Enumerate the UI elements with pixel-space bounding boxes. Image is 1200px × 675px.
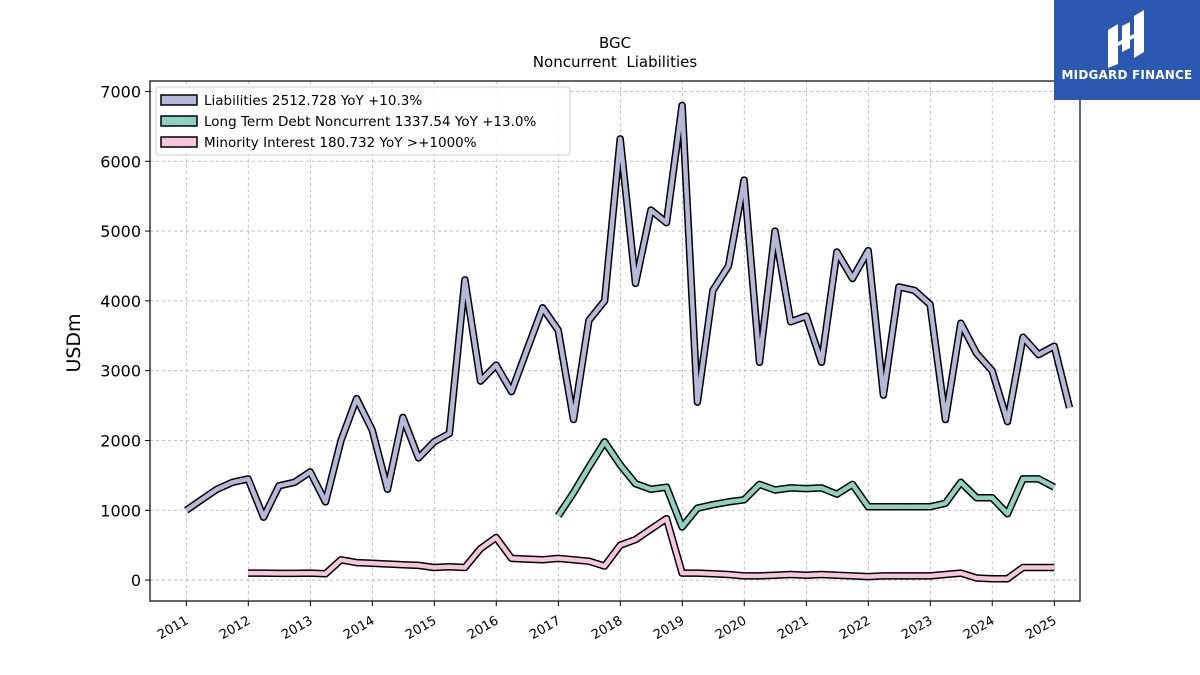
chart-subtitle: Noncurrent Liabilities <box>533 53 698 71</box>
legend-entry-label: Long Term Debt Noncurrent 1337.54 YoY +1… <box>204 114 536 130</box>
y-axis-ticks: 0 1000 2000 3000 4000 5000 6000 7000 <box>100 82 150 590</box>
brand-name: MIDGARD FINANCE <box>1061 68 1193 82</box>
legend-entry-label: Liabilities 2512.728 YoY +10.3% <box>204 93 422 109</box>
midgard-logo-icon <box>1108 10 1144 68</box>
y-tick-label: 5000 <box>100 222 141 241</box>
series-line <box>556 439 1056 530</box>
x-tick-label: 2022 <box>837 613 873 643</box>
x-tick-label: 2023 <box>899 613 935 643</box>
x-tick-label: 2013 <box>279 613 315 643</box>
x-tick-label: 2018 <box>589 613 625 643</box>
legend-entry-label: Minority Interest 180.732 YoY >+1000% <box>204 135 477 151</box>
legend-swatch <box>160 94 198 106</box>
x-tick-label: 2020 <box>713 613 749 643</box>
plot-frame <box>149 80 1081 602</box>
y-tick-label: 7000 <box>100 82 141 101</box>
x-tick-label: 2014 <box>341 613 377 643</box>
x-tick-label: 2017 <box>527 613 563 643</box>
x-axis-ticks: 2011 2012 2013 2014 2015 2016 2017 2018 2019 2020… <box>155 601 1059 643</box>
legend-swatch <box>160 136 198 148</box>
legend-frame <box>155 86 571 156</box>
y-tick-label: 3000 <box>100 362 141 381</box>
y-tick-label: 1000 <box>100 501 141 520</box>
brand-logo: MIDGARD FINANCE <box>1054 0 1200 100</box>
y-tick-label: 4000 <box>100 292 141 311</box>
x-tick-label: 2015 <box>403 613 439 643</box>
x-tick-label: 2012 <box>217 613 253 643</box>
x-tick-label: 2016 <box>465 613 501 643</box>
series-line <box>248 516 1055 581</box>
x-tick-label: 2021 <box>775 613 811 643</box>
series-line-outline <box>184 101 1074 521</box>
y-tick-label: 2000 <box>100 431 141 450</box>
x-tick-label: 2025 <box>1023 613 1059 643</box>
x-tick-label: 2024 <box>961 613 997 643</box>
series-line <box>184 103 1072 520</box>
legend-swatch <box>160 115 198 127</box>
y-tick-label: 6000 <box>100 152 141 171</box>
x-tick-label: 2011 <box>155 613 191 643</box>
x-tick-label: 2019 <box>651 613 687 643</box>
y-axis-label: USDm <box>63 313 85 372</box>
series-layer <box>184 101 1074 583</box>
legend: Liabilities 2512.728 YoY +10.3% Long Term… <box>155 86 571 156</box>
chart-title: BGC <box>599 34 631 52</box>
y-tick-label: 0 <box>131 571 141 590</box>
